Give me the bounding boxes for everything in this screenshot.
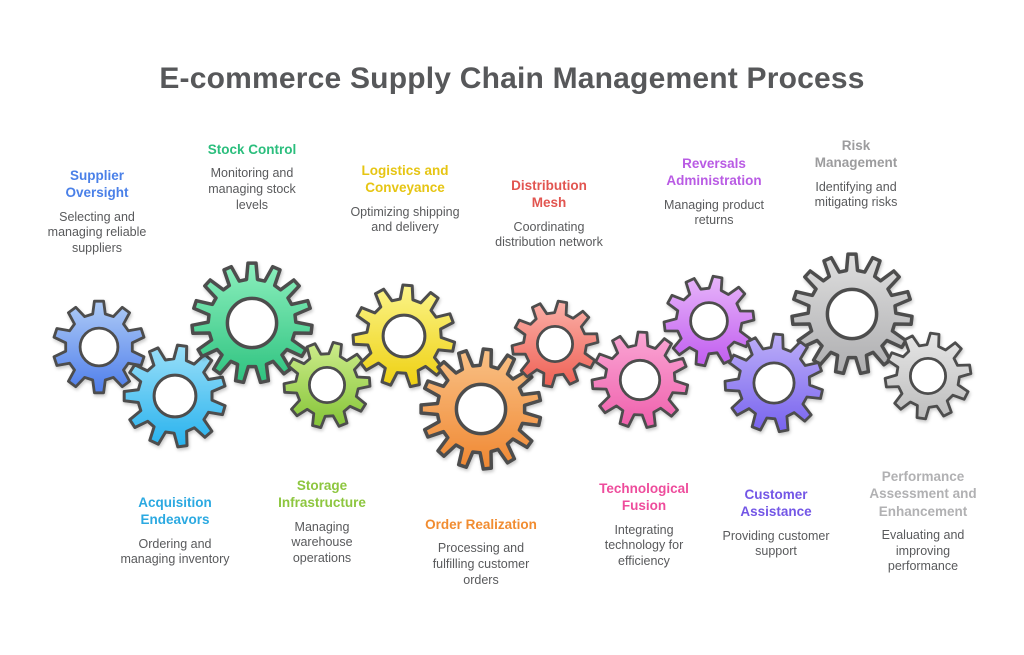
stage-reversals-administration: Reversals Administration Managing produc…: [609, 155, 819, 229]
stage-stock-control: Stock Control Monitoring and managing st…: [147, 141, 357, 214]
stage-performance-assessment-and-enhancement: Performance Assessment and Enhancement E…: [818, 468, 1024, 575]
page-title: E-commerce Supply Chain Management Proce…: [159, 62, 865, 95]
stage-description: Providing customer support: [722, 528, 830, 559]
gear-acquisition-endeavors: [122, 343, 227, 449]
stage-heading: Distribution Mesh: [511, 178, 587, 211]
gear-stock-control: [190, 261, 314, 385]
stage-description: Processing and fulfilling customer order…: [432, 541, 530, 587]
stage-customer-assistance: Customer Assistance Providing customer s…: [671, 486, 881, 560]
stage-heading: Logistics and Conveyance: [361, 163, 449, 196]
stage-description: Coordinating distribution network: [495, 219, 603, 250]
stage-description: Ordering and managing inventory: [120, 536, 230, 567]
stage-storage-infrastructure: Storage Infrastructure Managing warehous…: [217, 477, 427, 567]
stage-description: Monitoring and managing stock levels: [208, 166, 296, 212]
gear-storage-infrastructure: [282, 341, 372, 429]
gear-logistics-and-conveyance: [351, 283, 457, 389]
stage-heading: Supplier Oversight: [65, 168, 129, 201]
gear-order-realization: [419, 347, 543, 471]
stage-heading: Reversals Administration: [666, 156, 762, 189]
stage-heading: Order Realization: [425, 517, 537, 532]
stage-risk-management: Risk Management Identifying and mitigati…: [751, 137, 961, 211]
stage-acquisition-endeavors: Acquisition Endeavors Ordering and manag…: [70, 494, 280, 568]
stage-heading: Risk Management: [814, 138, 898, 171]
stage-description: Evaluating and improving performance: [881, 527, 965, 574]
stage-heading: Storage Infrastructure: [278, 478, 366, 511]
stage-description: Identifying and mitigating risks: [814, 179, 898, 210]
stage-order-realization: Order Realization Processing and fulfill…: [376, 516, 586, 589]
stage-description: Managing warehouse operations: [291, 519, 353, 566]
stage-logistics-and-conveyance: Logistics and Conveyance Optimizing ship…: [300, 162, 510, 236]
stage-heading: Performance Assessment and Enhancement: [869, 469, 977, 519]
stage-heading: Stock Control: [207, 142, 297, 157]
gear-reversals-administration: [662, 274, 756, 368]
stage-description: Managing product returns: [663, 197, 765, 228]
stage-distribution-mesh: Distribution Mesh Coordinating distribut…: [444, 177, 654, 251]
stage-heading: Acquisition Endeavors: [138, 495, 212, 528]
stage-technological-fusion: Technological Fusion Integrating technol…: [539, 480, 749, 570]
stage-description: Integrating technology for efficiency: [604, 522, 684, 569]
stage-supplier-oversight: Supplier Oversight Selecting and managin…: [0, 167, 202, 257]
stage-description: Selecting and managing reliable supplier…: [47, 209, 147, 256]
stage-description: Optimizing shipping and delivery: [350, 204, 460, 235]
gear-supplier-oversight: [52, 299, 146, 395]
gear-distribution-mesh: [510, 299, 600, 389]
stage-heading: Customer Assistance: [740, 487, 812, 520]
gear-performance-assessment-and-enhancement: [883, 331, 973, 421]
gear-technological-fusion: [590, 330, 690, 429]
stage-heading: Technological Fusion: [599, 481, 689, 514]
gear-customer-assistance: [723, 332, 824, 434]
gear-risk-management: [790, 252, 914, 376]
